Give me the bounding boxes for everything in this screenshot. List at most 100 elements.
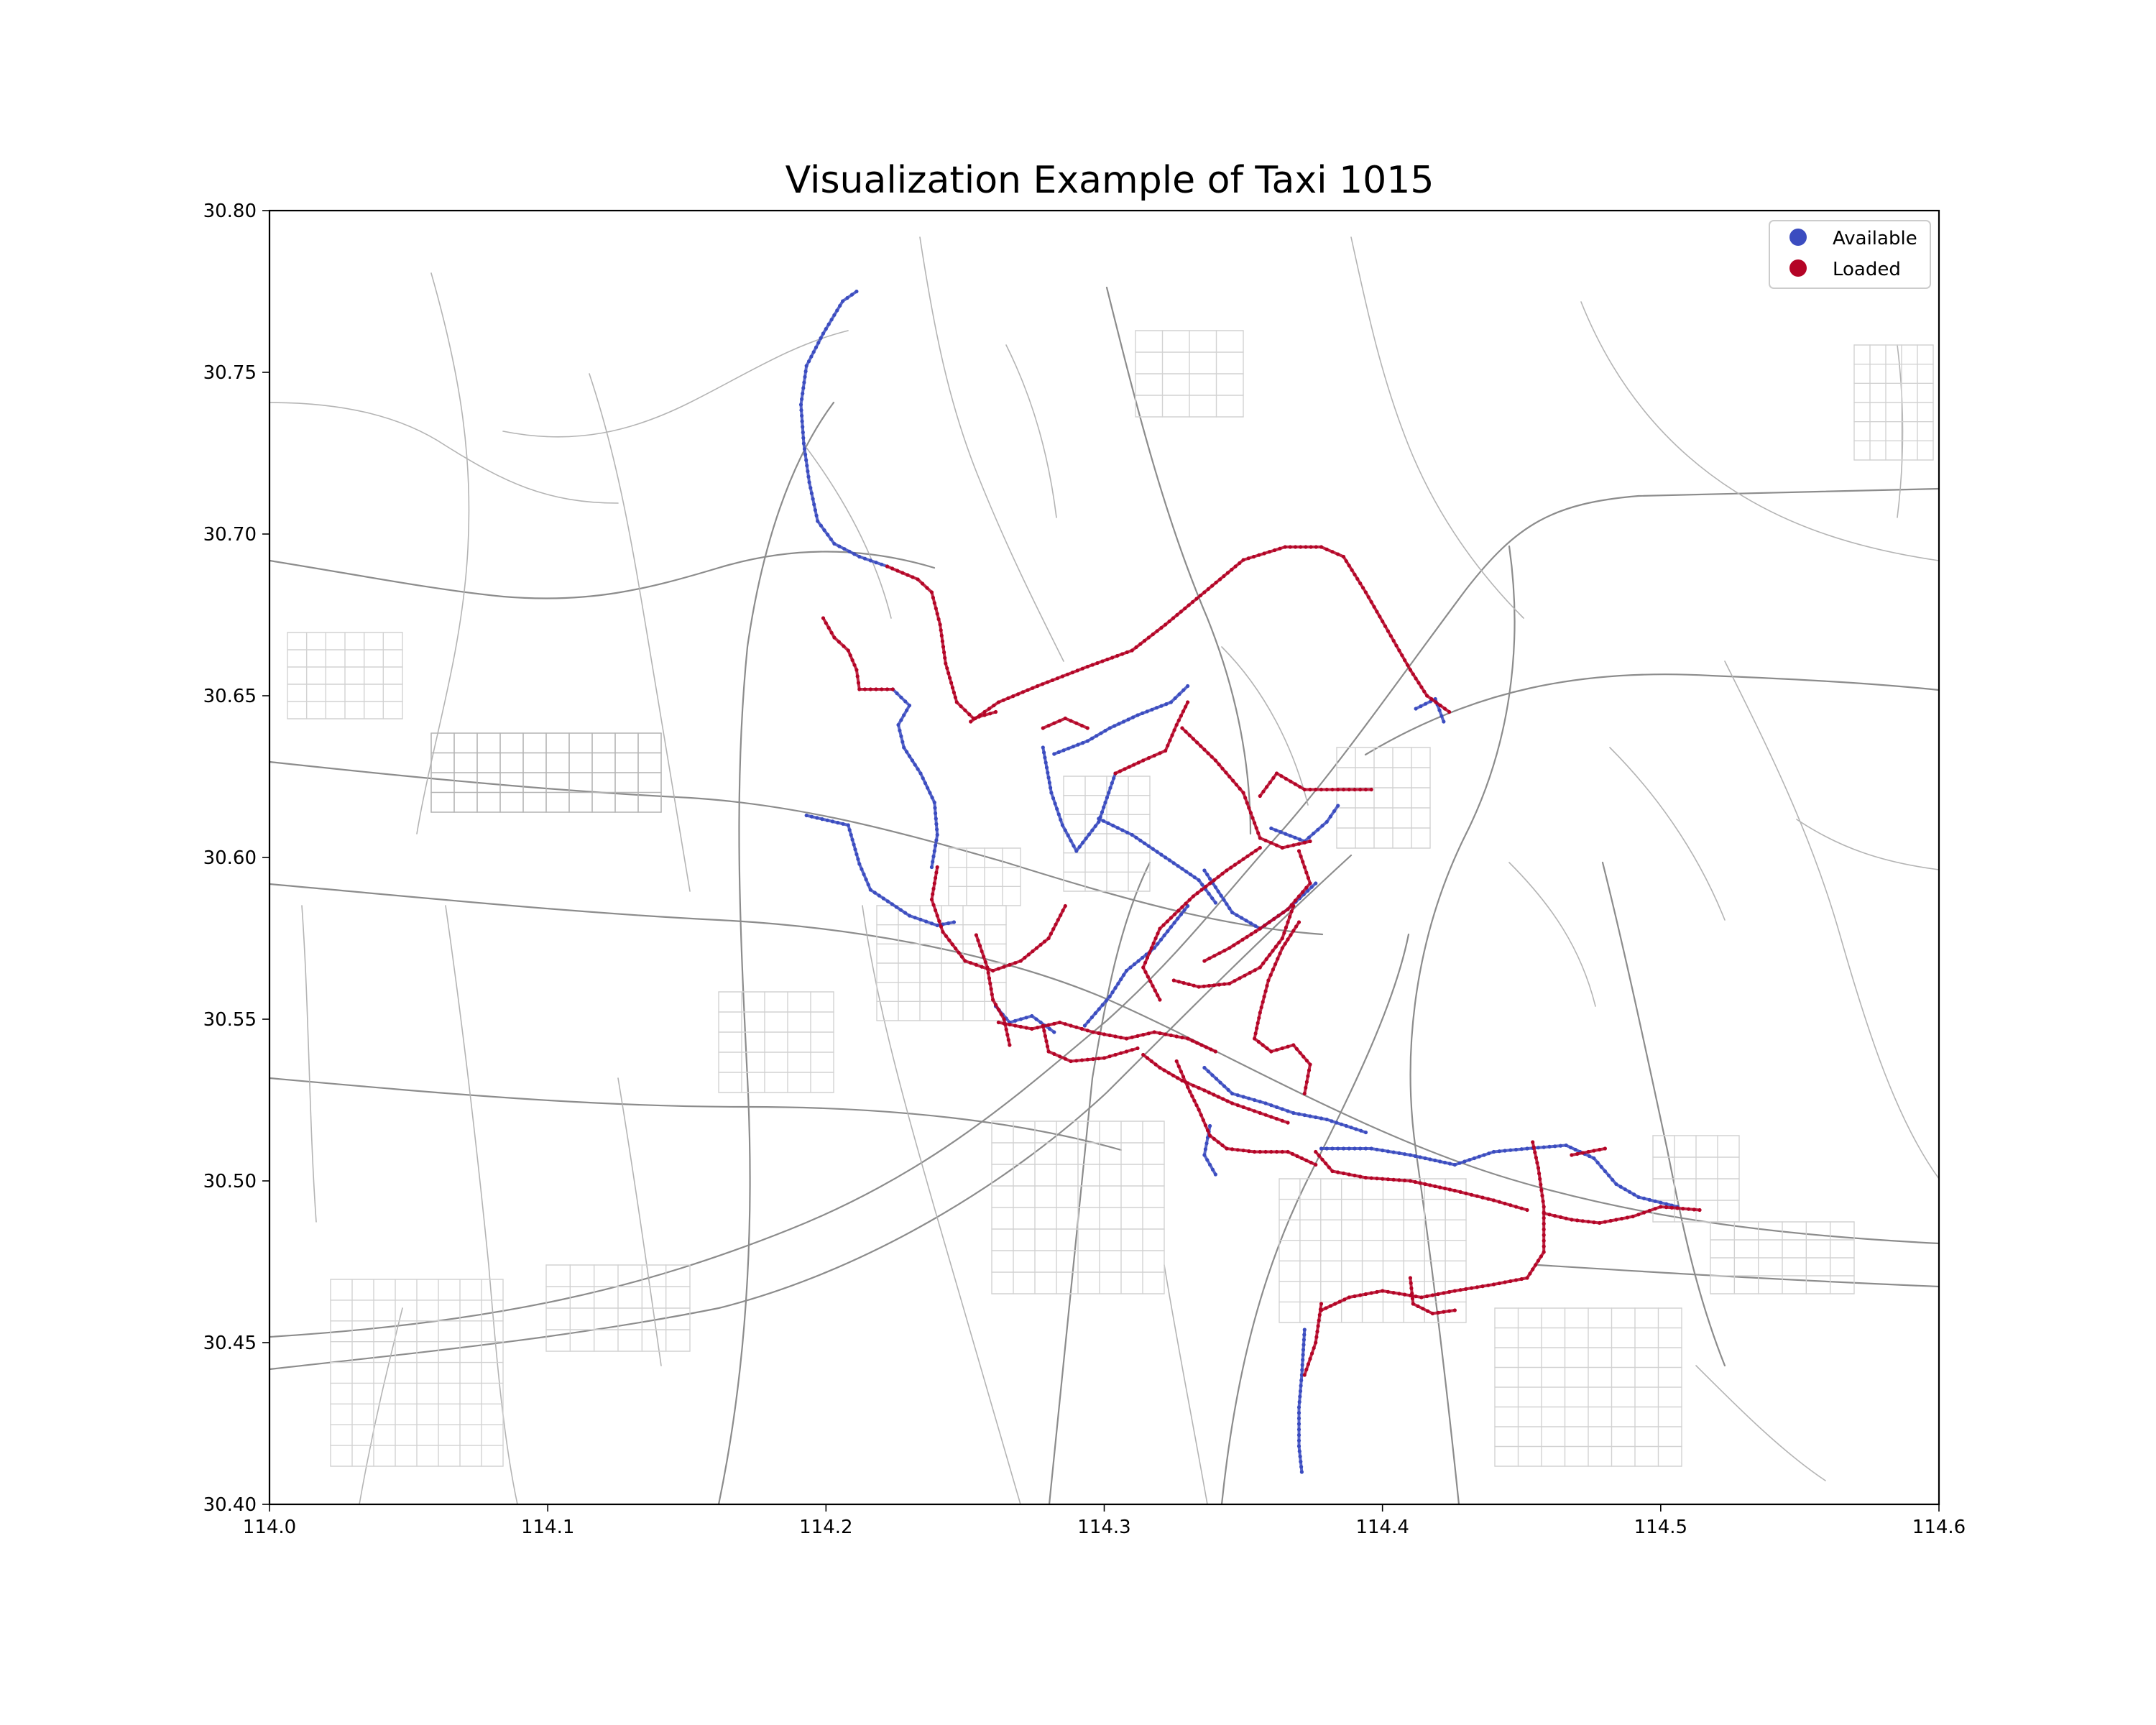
trajectory-point-loaded	[1539, 1188, 1544, 1192]
trajectory-point-loaded	[967, 712, 972, 717]
trajectory-point-loaded	[1347, 564, 1351, 568]
legend-label-loaded: Loaded	[1833, 259, 1901, 280]
trajectory-point-loaded	[1386, 629, 1390, 633]
trajectory-point-available	[1341, 1146, 1346, 1151]
trajectory-point-loaded	[1534, 1156, 1538, 1160]
trajectory-point-loaded	[1442, 707, 1447, 711]
trajectory-point-loaded	[1299, 1156, 1304, 1161]
trajectory-point-available	[1296, 1422, 1302, 1426]
trajectory-point-loaded	[1187, 982, 1191, 986]
trajectory-segment-loaded	[885, 565, 998, 720]
trajectory-point-loaded	[1314, 1162, 1318, 1167]
trajectory-point-loaded	[1381, 1289, 1385, 1293]
trajectory-segment-available	[1269, 804, 1340, 843]
trajectory-point-loaded	[1442, 1310, 1446, 1314]
trajectory-point-loaded	[1274, 1117, 1279, 1121]
trajectory-point-loaded	[832, 635, 837, 640]
trajectory-point-loaded	[1304, 1367, 1309, 1372]
trajectory-point-available	[929, 921, 934, 926]
trajectory-point-loaded	[1102, 1032, 1107, 1036]
trajectory-point-available	[1468, 1158, 1472, 1162]
trajectory-point-loaded	[1184, 901, 1188, 906]
x-tick-label: 114.6	[1912, 1517, 1966, 1538]
trajectory-point-available	[932, 849, 936, 853]
trajectory-point-loaded	[906, 573, 910, 577]
trajectory-point-loaded	[1241, 857, 1245, 861]
trajectory-point-available	[1347, 1146, 1351, 1151]
trajectory-point-loaded	[1265, 785, 1269, 789]
trajectory-point-available	[1024, 1016, 1028, 1020]
trajectory-point-available	[1258, 1100, 1262, 1104]
trajectory-point-loaded	[1363, 1175, 1368, 1180]
trajectory-point-loaded	[931, 886, 936, 891]
trajectory-point-loaded	[1337, 1300, 1342, 1304]
minor-road	[1796, 819, 1939, 870]
trajectory-point-available	[1437, 708, 1442, 712]
trajectory-point-loaded	[1503, 1201, 1507, 1206]
trajectory-point-loaded	[1408, 1179, 1412, 1183]
trajectory-point-loaded	[1381, 619, 1385, 624]
trajectory-point-available	[1095, 734, 1099, 738]
trajectory-point-loaded	[1026, 688, 1030, 692]
trajectory-point-available	[1358, 1146, 1363, 1151]
trajectory-point-available	[1204, 1141, 1209, 1146]
trajectory-point-loaded	[1542, 1250, 1546, 1254]
trajectory-point-available	[1653, 1199, 1657, 1203]
trajectory-point-loaded	[1363, 1292, 1368, 1297]
trajectory-point-loaded	[1542, 1227, 1546, 1232]
trajectory-point-loaded	[974, 933, 978, 937]
trajectory-point-loaded	[938, 622, 942, 627]
trajectory-point-loaded	[982, 954, 986, 959]
trajectory-point-loaded	[1580, 1151, 1585, 1155]
trajectory-point-loaded	[1542, 1205, 1546, 1209]
major-road	[270, 760, 1324, 936]
trajectory-point-loaded	[1414, 676, 1418, 681]
trajectory-point-available	[1202, 868, 1207, 873]
trajectory-point-available	[1043, 755, 1047, 760]
trajectory-point-loaded	[1271, 949, 1275, 953]
trajectory-point-loaded	[855, 674, 860, 678]
trajectory-point-loaded	[1272, 916, 1276, 921]
trajectory-point-loaded	[1141, 758, 1146, 763]
trajectory-point-loaded	[1199, 1113, 1203, 1117]
trajectory-point-loaded	[1410, 1292, 1414, 1296]
trajectory-point-available	[1344, 1123, 1348, 1128]
trajectory-point-loaded	[1069, 1059, 1073, 1064]
trajectory-point-loaded	[1256, 1021, 1260, 1025]
trajectory-point-loaded	[1288, 914, 1292, 919]
trajectory-point-loaded	[996, 700, 1000, 704]
trajectory-point-available	[1335, 1121, 1339, 1125]
trajectory-point-loaded	[1269, 1115, 1273, 1119]
trajectory-point-loaded	[890, 687, 895, 691]
trajectory-point-available	[1508, 1148, 1513, 1152]
trajectory-point-loaded	[1225, 1146, 1229, 1151]
trajectory-point-loaded	[1024, 1026, 1028, 1030]
trajectory-point-loaded	[1570, 1218, 1574, 1222]
trajectory-point-loaded	[911, 575, 915, 579]
trajectory-point-loaded	[1231, 778, 1235, 783]
trajectory-point-available	[1172, 921, 1176, 925]
minor-road	[919, 236, 1064, 662]
trajectory-point-loaded	[1186, 1085, 1190, 1090]
trajectory-point-loaded	[1259, 1005, 1263, 1010]
trajectory-point-available	[1424, 702, 1428, 706]
trajectory-point-available	[1200, 883, 1204, 887]
trajectory-point-available	[1074, 849, 1079, 853]
trajectory-point-loaded	[1426, 1309, 1430, 1313]
y-tick-label: 30.80	[203, 201, 257, 222]
trajectory-point-available	[913, 916, 917, 920]
trajectory-point-available	[798, 402, 803, 407]
trajectory-point-available	[801, 386, 806, 390]
trajectory-point-loaded	[1207, 1090, 1211, 1095]
trajectory-point-loaded	[1575, 1218, 1580, 1223]
trajectory-point-loaded	[1570, 1153, 1574, 1157]
trajectory-point-loaded	[1304, 545, 1308, 549]
trajectory-point-loaded	[1531, 1267, 1535, 1271]
trajectory-point-available	[1263, 1101, 1268, 1105]
trajectory-point-loaded	[1233, 979, 1237, 983]
trajectory-point-loaded	[1286, 920, 1290, 924]
trajectory-point-loaded	[1314, 1340, 1318, 1345]
trajectory-point-loaded	[1197, 985, 1201, 989]
trajectory-point-available	[946, 921, 951, 926]
trajectory-point-loaded	[1210, 755, 1214, 759]
